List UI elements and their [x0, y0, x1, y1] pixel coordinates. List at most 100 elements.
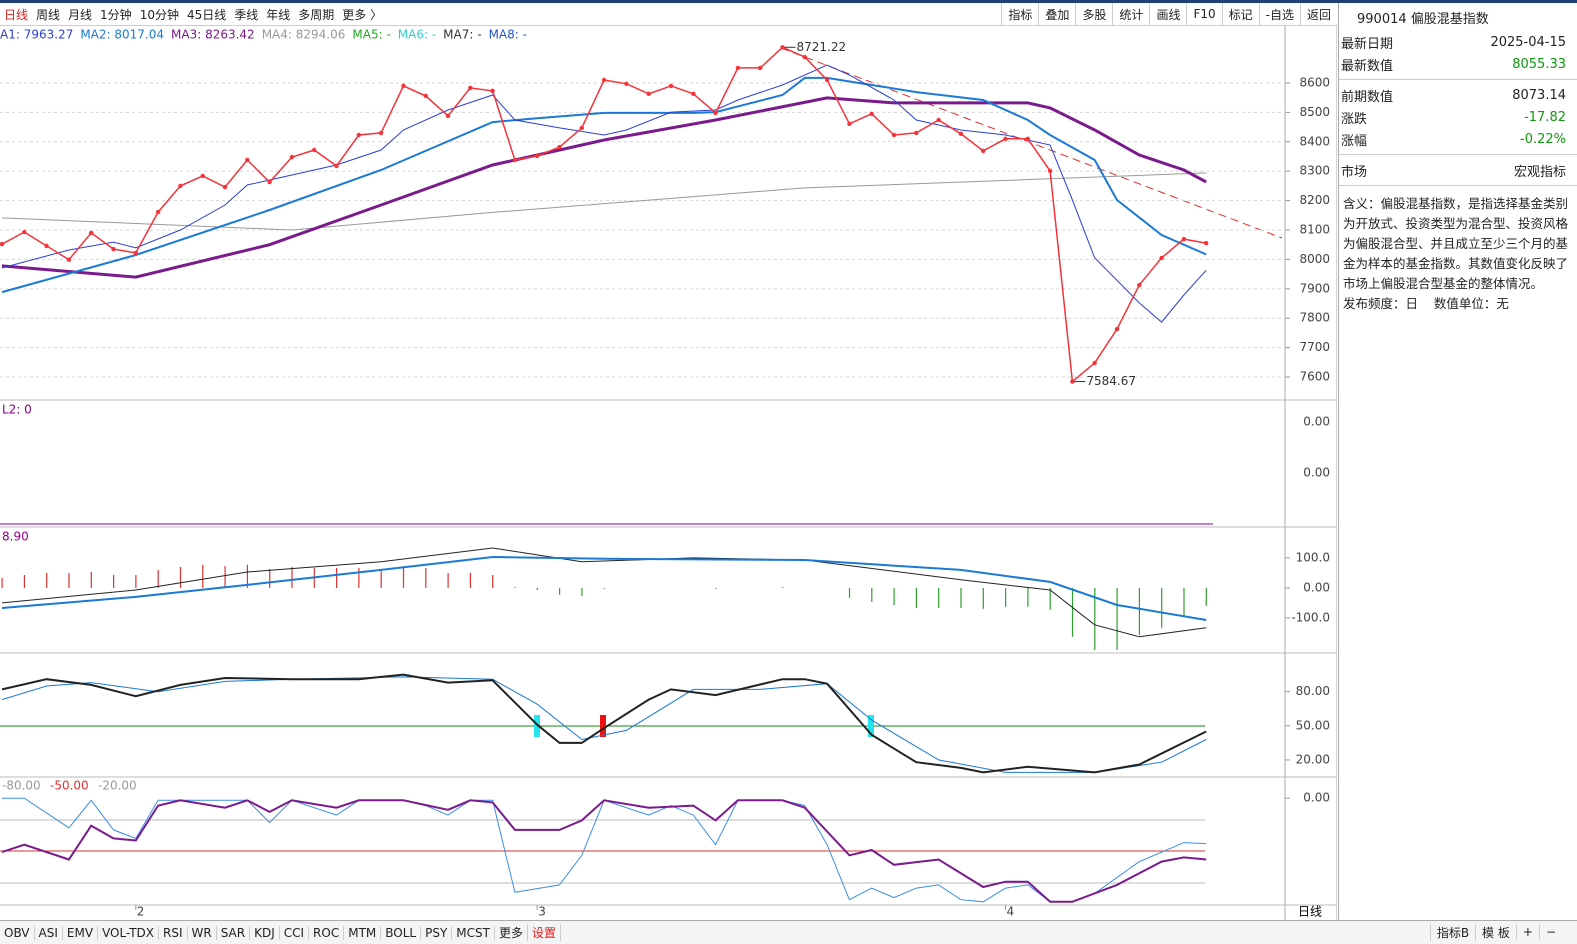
info-panel: 990014 偏股混基指数 最新日期 2025-04-15 最新数值 8055.33 前…	[1338, 3, 1577, 920]
period-tab[interactable]: 日线	[4, 7, 29, 22]
point	[155, 209, 161, 215]
point	[824, 77, 830, 83]
y-tick-label: 100.0	[1296, 550, 1330, 564]
tool-button[interactable]: 画线	[1149, 3, 1186, 25]
period-tab[interactable]: 季线	[234, 7, 259, 22]
point	[668, 83, 674, 89]
info-value: 2025-04-15	[1490, 34, 1566, 50]
tab-button[interactable]: 指标B	[1429, 923, 1475, 941]
info-label: 涨跌	[1341, 111, 1368, 127]
tool-button[interactable]: 返回	[1299, 3, 1337, 25]
info-row: 涨幅 -0.22%	[1339, 128, 1577, 150]
histogram-bar	[848, 587, 851, 598]
period-tab[interactable]: 45日线	[186, 7, 227, 22]
point	[1204, 240, 1209, 246]
panel-label: -80.00	[2, 779, 41, 793]
series-line	[1, 64, 1207, 323]
info-title: 990014 偏股混基指数	[1357, 11, 1489, 27]
period-tab[interactable]: 更多 〉	[342, 7, 383, 22]
y-tick-label: 8600	[1299, 75, 1330, 89]
legend-entry: MA5: -	[352, 28, 390, 42]
point	[1047, 168, 1053, 174]
period-tab[interactable]: 多周期	[298, 7, 335, 22]
tab-button[interactable]: 模 板	[1475, 923, 1516, 941]
axis-corner: 日线	[1298, 905, 1322, 919]
histogram-bar	[1049, 587, 1051, 610]
period-tab[interactable]: 10分钟	[139, 7, 179, 22]
x-tick-label: 3	[538, 905, 546, 919]
series-line	[1, 96, 1207, 279]
info-rows: 最新日期 2025-04-15 最新数值 8055.33 前期数值 8073.14 涨跌 -1…	[1339, 31, 1577, 181]
info-value: 8073.14	[1512, 87, 1566, 103]
histogram-bar	[1071, 587, 1074, 637]
x-tick-label: 2	[137, 905, 145, 919]
indicator-tab[interactable]: SAR	[217, 925, 251, 940]
point	[178, 183, 183, 189]
period-tab[interactable]: 周线	[36, 7, 61, 22]
histogram-bar	[603, 587, 605, 589]
indicator-tab[interactable]: MTM	[344, 925, 382, 940]
panel-label: -50.00	[50, 779, 89, 793]
y-tick-label: 0.00	[1303, 791, 1330, 805]
tool-button[interactable]: 叠加	[1038, 3, 1075, 25]
indicator-tab[interactable]: ROC	[309, 925, 345, 940]
point	[289, 154, 295, 160]
frequency: 发布频度：日	[1343, 296, 1419, 311]
histogram-bar	[893, 587, 895, 605]
indicator-tab[interactable]: MCST	[452, 925, 495, 940]
point	[512, 157, 518, 163]
histogram-bar	[68, 572, 70, 588]
tool-button[interactable]: -自选	[1258, 3, 1300, 25]
indicator-tab[interactable]: BOLL	[381, 925, 422, 940]
histogram-bar	[336, 567, 338, 588]
info-label: 最新数值	[1341, 58, 1394, 74]
period-tab[interactable]: 年线	[266, 7, 291, 22]
histogram-bar	[960, 587, 962, 608]
point	[401, 83, 406, 89]
histogram-bar	[514, 587, 516, 588]
series-line	[1, 555, 1207, 621]
indicator-tab[interactable]: OBV	[0, 925, 35, 940]
indicator-tab[interactable]: CCI	[280, 925, 310, 940]
tab-button[interactable]: −	[1538, 925, 1562, 939]
period-tab[interactable]: 月线	[68, 7, 93, 22]
annotation: 8721.22	[797, 40, 847, 54]
point	[334, 163, 339, 169]
tool-button[interactable]: 多股	[1075, 3, 1112, 25]
tool-button[interactable]: 标记	[1221, 3, 1259, 25]
histogram-bar	[246, 564, 248, 588]
info-row: 市场 宏观指标	[1339, 159, 1577, 181]
period-tab[interactable]: 1分钟	[100, 7, 132, 22]
histogram-bar	[559, 587, 561, 595]
histogram-bar	[1116, 587, 1118, 650]
y-tick-label: 8400	[1299, 134, 1330, 148]
indicator-tab[interactable]: KDJ	[250, 925, 280, 940]
indicator-tab[interactable]: RSI	[159, 925, 188, 940]
legend-entry: MA7: -	[443, 28, 481, 42]
point	[468, 85, 473, 91]
tool-button[interactable]: 指标	[1001, 3, 1038, 25]
indicator-tab[interactable]: VOL-TDX	[98, 925, 159, 940]
y-tick-label: 8500	[1299, 105, 1330, 119]
indicator-tab[interactable]: ASI	[35, 925, 63, 940]
indicator-tab[interactable]: 设置	[528, 924, 562, 941]
info-label: 市场	[1341, 164, 1368, 180]
top-border	[0, 0, 1577, 3]
tab-button[interactable]: +	[1515, 925, 1539, 939]
histogram-bar	[113, 575, 115, 588]
indicator-tab[interactable]: EMV	[63, 925, 99, 940]
separator	[1339, 154, 1577, 159]
series-line	[1, 547, 1207, 638]
tool-button[interactable]: F10	[1186, 3, 1221, 25]
histogram-bar	[23, 575, 25, 588]
indicator-tab[interactable]: PSY	[421, 925, 453, 940]
tab-bar: OBV ASI EMV VOL-TDX RSI WR SAR KDJ CCI ROC MTM BOLL…	[0, 920, 1577, 944]
point	[557, 144, 562, 150]
indicator-tab[interactable]: WR	[188, 925, 217, 940]
description-text: 含义：偏股混基指数，是指选择基金类别为开放式、投资类型为混合型、投资风格为偏股混…	[1343, 196, 1569, 291]
indicator-tab[interactable]: 更多	[495, 924, 528, 941]
tool-button[interactable]: 统计	[1112, 3, 1149, 25]
point	[378, 130, 384, 136]
histogram-bar	[202, 564, 204, 588]
point	[713, 110, 718, 116]
